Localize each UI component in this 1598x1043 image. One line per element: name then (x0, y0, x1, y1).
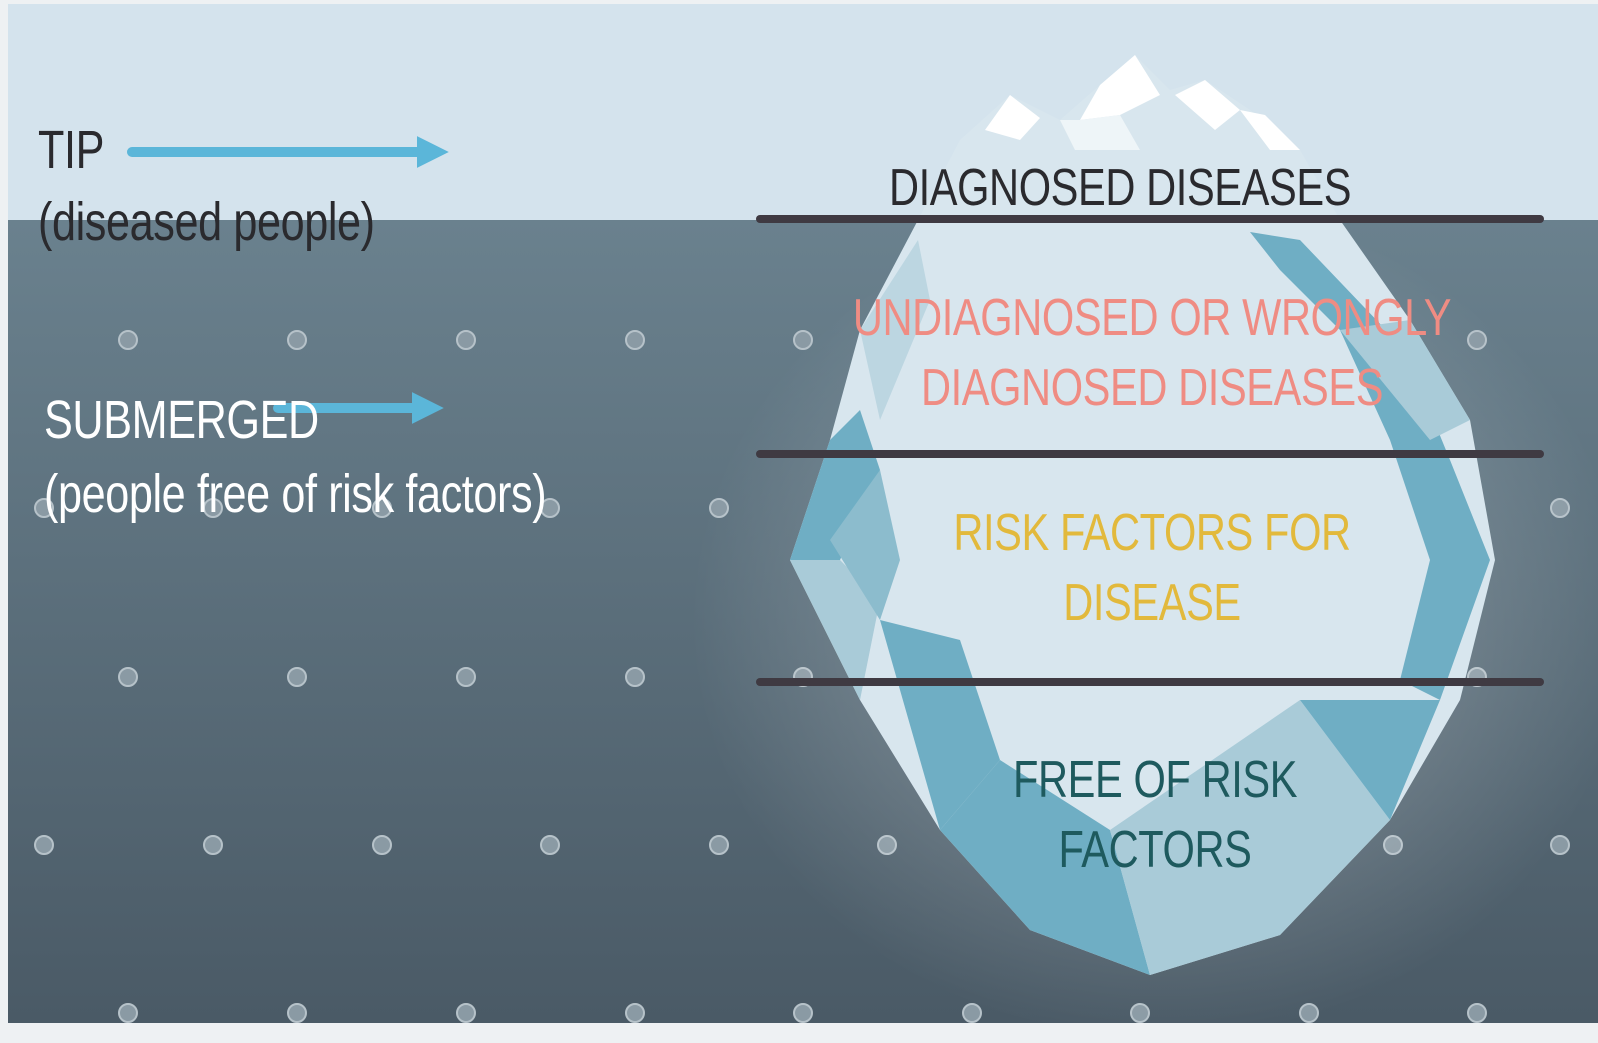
bubble (625, 1003, 645, 1023)
bubble (793, 1003, 813, 1023)
layer-undiagnosed-line-2: DIAGNOSED DISEASES (920, 359, 1384, 417)
iceberg-body (790, 220, 1495, 975)
bubble (118, 330, 138, 350)
bubble (709, 835, 729, 855)
layer-diagnosed-line-1: DIAGNOSED DISEASES (888, 159, 1352, 217)
bubble (118, 667, 138, 687)
layer-undiagnosed-line-1: UNDIAGNOSED OR WRONGLY (852, 289, 1452, 347)
bubble (203, 498, 223, 518)
layer-dividers (756, 215, 1544, 686)
bubble (118, 1003, 138, 1023)
submerged-subtitle: (people free of risk factors) (44, 464, 547, 524)
bubble (372, 835, 392, 855)
bubble (456, 667, 476, 687)
bubble (540, 835, 560, 855)
bubble (1467, 1003, 1487, 1023)
bubble (625, 330, 645, 350)
iceberg-tip (918, 55, 1340, 220)
sky (8, 4, 1598, 220)
layer-risk-line-1: RISK FACTORS FOR (953, 504, 1351, 562)
bubble (456, 330, 476, 350)
bubble (34, 498, 54, 518)
bubble (287, 1003, 307, 1023)
bubble (287, 330, 307, 350)
submerged-title: SUBMERGED (44, 390, 319, 450)
layer-risk-line-2: DISEASE (1063, 574, 1241, 632)
bubble (372, 498, 392, 518)
bubble (34, 835, 54, 855)
bubble (287, 667, 307, 687)
bubble (625, 667, 645, 687)
bubble (540, 498, 560, 518)
tip-title: TIP (38, 120, 105, 180)
bubble (203, 835, 223, 855)
tip-subtitle: (diseased people) (38, 192, 375, 252)
layer-free-line-1: FREE OF RISK (1012, 751, 1298, 809)
bubble (456, 1003, 476, 1023)
layer-free-line-2: FACTORS (1058, 821, 1252, 879)
